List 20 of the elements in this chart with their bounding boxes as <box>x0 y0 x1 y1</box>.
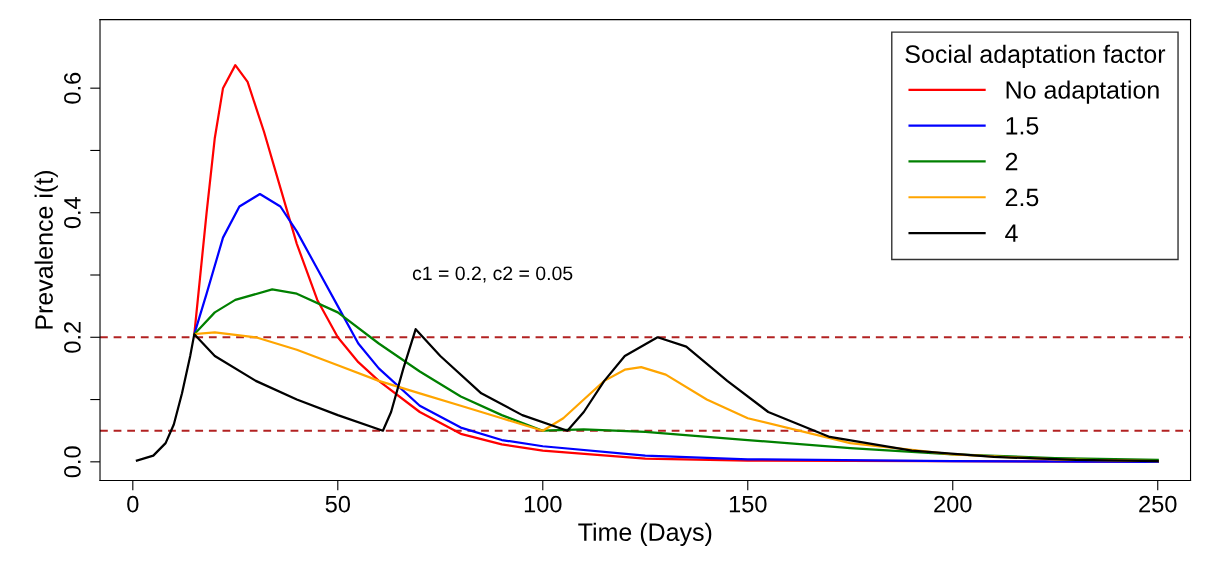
x-tick-label: 100 <box>524 495 562 513</box>
legend-title: Social adaptation factor <box>905 44 1166 68</box>
legend-label: 4 <box>1005 224 1018 242</box>
legend-label: 2.5 <box>1005 188 1039 207</box>
x-tick-label: 250 <box>1139 495 1177 513</box>
x-tick-label: 0 <box>127 495 139 513</box>
x-tick-label: 50 <box>325 495 351 513</box>
legend-label: No adaptation <box>1006 80 1159 104</box>
x-tick-label: 200 <box>934 495 972 513</box>
y-tick-label: 0.4 <box>64 197 81 229</box>
legend-label: 1.5 <box>1006 117 1039 135</box>
annotation: c1 = 0.2, c2 = 0.05 <box>412 266 573 283</box>
line-series <box>193 288 1159 462</box>
legend-label: 2 <box>1005 152 1018 171</box>
y-tick-label: 0.0 <box>64 446 81 478</box>
y-tick-label: 0.6 <box>64 72 81 104</box>
y-tick-label: 0.2 <box>64 322 81 353</box>
x-axis-title: Time (Days) <box>578 522 712 546</box>
y-axis-title: Prevalence i(t) <box>34 171 58 329</box>
x-tick-label: 150 <box>729 495 767 513</box>
